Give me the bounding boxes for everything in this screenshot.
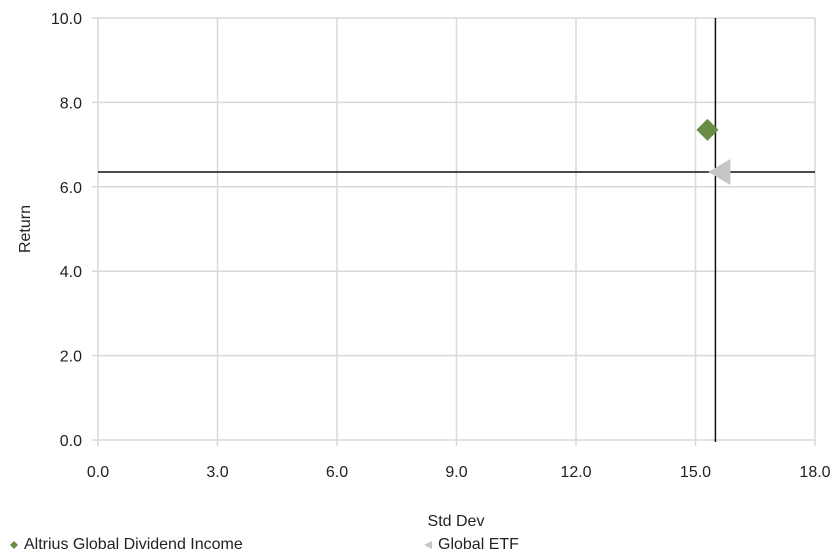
legend-label-fund: Altrius Global Dividend Income <box>24 536 243 553</box>
legend-item-etf: Global ETF <box>424 536 519 554</box>
data-point-series-1 <box>708 159 731 186</box>
x-tick-label: 9.0 <box>445 464 467 481</box>
legend-label-etf: Global ETF <box>438 536 519 553</box>
data-point-series-0 <box>696 118 719 141</box>
x-axis-label: Std Dev <box>428 513 485 530</box>
y-tick-labels: 0.0 2.0 4.0 6.0 8.0 10.0 <box>51 11 82 450</box>
y-tick-label: 6.0 <box>60 180 82 197</box>
x-tick-labels: 0.0 3.0 6.0 9.0 12.0 15.0 18.0 <box>87 464 831 481</box>
legend-item-fund: Altrius Global Dividend Income <box>10 536 243 554</box>
y-tick-label: 2.0 <box>60 349 82 366</box>
y-tick-label: 8.0 <box>60 95 82 112</box>
x-tick-label: 6.0 <box>326 464 348 481</box>
triangle-left-marker-icon <box>424 541 432 549</box>
legend: Altrius Global Dividend Income Global ET… <box>0 536 832 558</box>
x-tick-label: 15.0 <box>680 464 711 481</box>
diamond-marker-icon <box>10 541 18 549</box>
x-tick-label: 18.0 <box>799 464 830 481</box>
y-tick-label: 0.0 <box>60 433 82 450</box>
reference-lines <box>98 18 815 442</box>
x-tick-label: 0.0 <box>87 464 109 481</box>
data-points <box>696 118 731 186</box>
grid-lines <box>92 17 816 446</box>
y-tick-label: 4.0 <box>60 264 82 281</box>
scatter-chart: 0.0 3.0 6.0 9.0 12.0 15.0 18.0 0.0 2.0 4.0 6.0 8.0… <box>17 11 831 530</box>
y-tick-label: 10.0 <box>51 11 82 28</box>
y-axis-label: Return <box>17 205 34 253</box>
x-tick-label: 12.0 <box>560 464 591 481</box>
x-tick-label: 3.0 <box>206 464 228 481</box>
